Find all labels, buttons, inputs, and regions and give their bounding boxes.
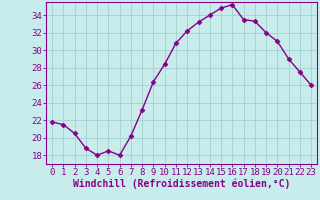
X-axis label: Windchill (Refroidissement éolien,°C): Windchill (Refroidissement éolien,°C): [73, 179, 290, 189]
